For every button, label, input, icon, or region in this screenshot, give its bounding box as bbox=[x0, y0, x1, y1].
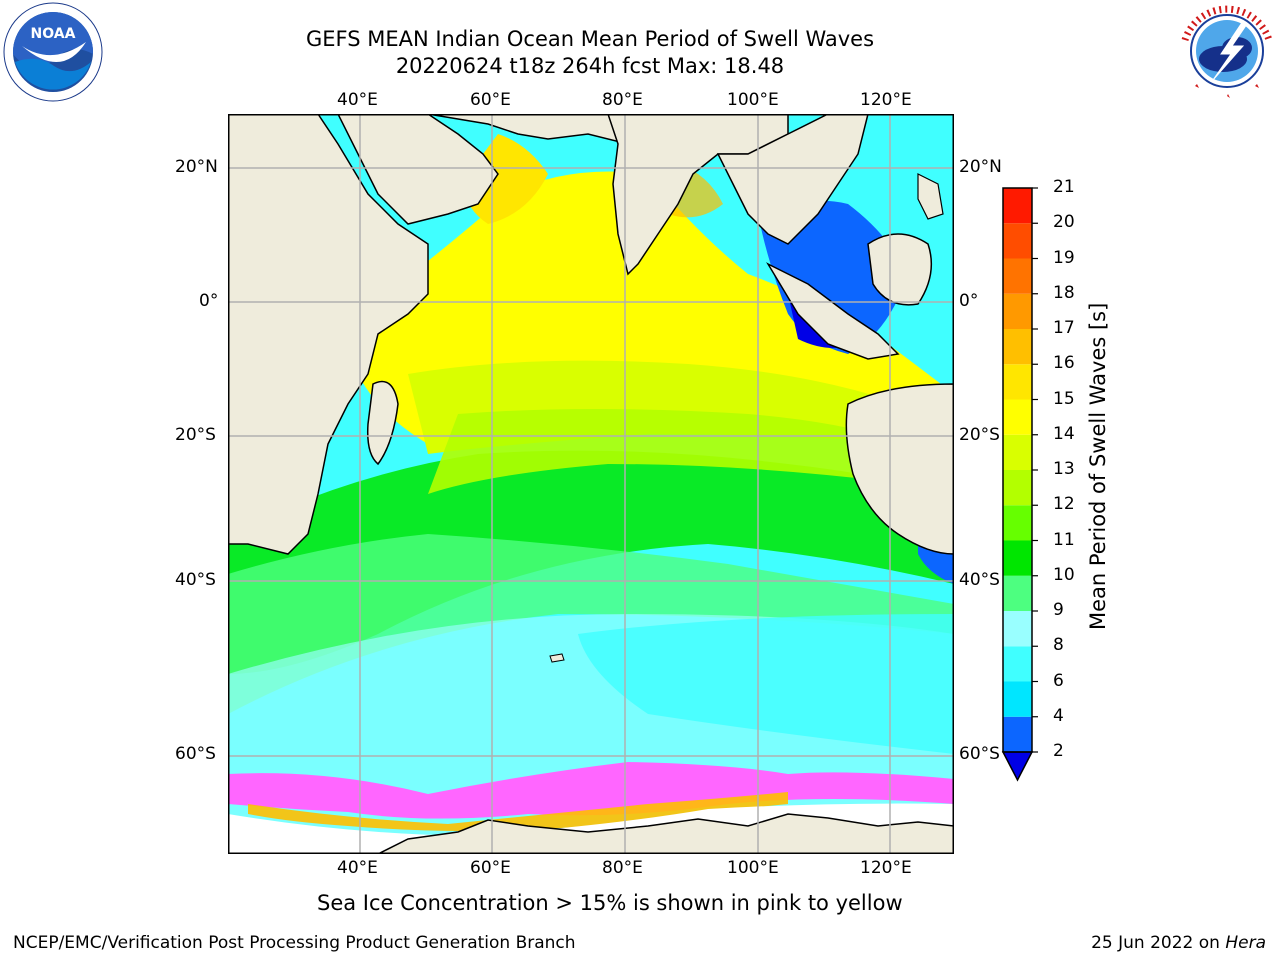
madagascar bbox=[366, 380, 399, 466]
colorbar-swatch bbox=[1003, 329, 1032, 365]
colorbar-swatch bbox=[1003, 258, 1032, 294]
borneo bbox=[867, 233, 933, 306]
sea-ice-edge-pink bbox=[228, 762, 954, 819]
colorbar-tick-label: 12 bbox=[1053, 494, 1075, 515]
right-lat-label-20n: 20°N bbox=[959, 157, 1002, 177]
colorbar-swatch bbox=[1003, 575, 1032, 611]
australia-landmass bbox=[845, 383, 954, 555]
colorbar-swatch bbox=[1003, 611, 1032, 647]
left-lat-label-20n: 20°N bbox=[175, 157, 218, 177]
gridlines bbox=[228, 114, 954, 854]
colorbar-tick-label: 17 bbox=[1053, 318, 1075, 338]
bottom-lon-label-60e: 60°E bbox=[470, 858, 511, 878]
sea-ice-caption: Sea Ice Concentration > 15% is shown in … bbox=[317, 891, 903, 915]
colorbar-swatch bbox=[1003, 188, 1032, 224]
footer-date-text: 25 Jun 2022 on bbox=[1091, 933, 1226, 953]
colorbar-tick-label: 10 bbox=[1053, 564, 1075, 585]
map-subtitle: 20220624 t18z 264h fcst Max: 18.48 bbox=[395, 54, 785, 78]
right-lat-label-40s: 40°S bbox=[959, 570, 1000, 590]
arabian-peninsula bbox=[337, 114, 499, 225]
swell-band-12s bbox=[428, 409, 928, 494]
top-lon-label-60e: 60°E bbox=[470, 90, 511, 110]
africa-landmass bbox=[228, 114, 429, 555]
colorbar-tick-label: 2 bbox=[1053, 741, 1064, 761]
left-lat-label-60s: 60°S bbox=[175, 744, 216, 764]
noaa-logo: NOAA bbox=[2, 2, 104, 102]
colorbar-tick-label: 15 bbox=[1053, 388, 1075, 409]
swell-band-11s bbox=[228, 450, 954, 674]
bottom-lon-label-100e: 100°E bbox=[727, 858, 779, 878]
colorbar-swatch bbox=[1003, 505, 1032, 541]
colorbar-tick-label: 13 bbox=[1053, 459, 1075, 479]
colorbar-swatch bbox=[1003, 470, 1032, 506]
map-frame bbox=[228, 114, 954, 854]
swell-band-9s bbox=[228, 534, 954, 714]
nws-logo bbox=[1177, 2, 1278, 101]
colorbar-tick-label: 20 bbox=[1053, 212, 1075, 233]
footer-credit: NCEP/EMC/Verification Post Processing Pr… bbox=[13, 933, 576, 953]
top-lon-label-40e: 40°E bbox=[337, 90, 378, 110]
left-lat-label-0: 0° bbox=[199, 291, 219, 311]
colorbar-swatch bbox=[1003, 293, 1032, 329]
sumatra-java bbox=[766, 262, 900, 360]
footer-host: Hera bbox=[1225, 933, 1266, 953]
colorbar-tick-label: 18 bbox=[1053, 282, 1075, 303]
colorbar-swatch bbox=[1003, 646, 1032, 682]
top-lon-label-100e: 100°E bbox=[727, 90, 779, 110]
left-lat-label-40s: 40°S bbox=[175, 570, 216, 590]
right-lat-label-20s: 20°S bbox=[959, 425, 1000, 445]
colorbar-tick-label: 11 bbox=[1053, 529, 1075, 550]
colorbar-tick-label: 6 bbox=[1053, 670, 1064, 691]
kerguelen-island bbox=[549, 653, 565, 663]
right-lat-label-60s: 60°S bbox=[959, 744, 1000, 764]
noaa-logo-text: NOAA bbox=[31, 26, 76, 42]
colorbar-swatch bbox=[1003, 716, 1032, 752]
colorbar-tick-label: 16 bbox=[1053, 353, 1075, 374]
colorbar-tick-label: 19 bbox=[1053, 247, 1075, 268]
bottom-lon-label-120e: 120°E bbox=[860, 858, 912, 878]
philippines bbox=[917, 173, 944, 220]
colorbar-title: Mean Period of Swell Waves [s] bbox=[1086, 302, 1110, 630]
colorbar-swatch bbox=[1003, 540, 1032, 576]
colorbar bbox=[996, 182, 1046, 786]
colorbar-swatch bbox=[1003, 434, 1032, 470]
colorbar-swatch bbox=[1003, 399, 1032, 435]
colorbar-swatch bbox=[1003, 364, 1032, 400]
left-lat-label-20s: 20°S bbox=[175, 425, 216, 445]
colorbar-tick-label: 4 bbox=[1053, 705, 1064, 726]
colorbar-swatch bbox=[1003, 223, 1032, 259]
colorbar-swatch bbox=[1003, 681, 1032, 717]
arabian-sea-high bbox=[465, 134, 548, 224]
antarctica-coast bbox=[377, 813, 954, 854]
swell-band-7s bbox=[578, 614, 954, 754]
top-lon-label-120e: 120°E bbox=[860, 90, 912, 110]
colorbar-tick-label: 21 bbox=[1053, 177, 1075, 197]
sea-ice-edge-yellow bbox=[248, 792, 788, 831]
colorbar-tick-label: 14 bbox=[1053, 423, 1075, 444]
right-lat-label-0: 0° bbox=[959, 291, 979, 311]
map-panel bbox=[228, 114, 954, 854]
bottom-lon-label-80e: 80°E bbox=[602, 858, 643, 878]
map-title: GEFS MEAN Indian Ocean Mean Period of Sw… bbox=[305, 27, 875, 51]
bottom-lon-label-40e: 40°E bbox=[337, 858, 378, 878]
top-lon-label-80e: 80°E bbox=[602, 90, 643, 110]
footer-date: 25 Jun 2022 on Hera bbox=[1091, 933, 1266, 953]
colorbar-tick-label: 8 bbox=[1053, 635, 1064, 656]
southeast-asia-landmass bbox=[716, 114, 869, 245]
colorbar-extend-arrow bbox=[1001, 751, 1034, 782]
colorbar-tick-label: 9 bbox=[1053, 600, 1064, 620]
